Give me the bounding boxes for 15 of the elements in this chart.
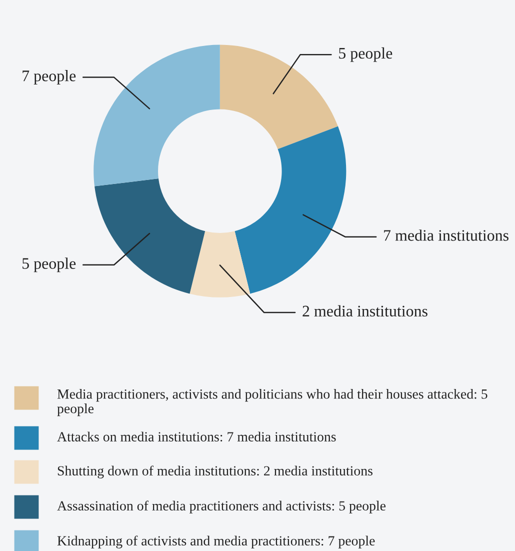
legend-label: Assassination of media practitioners and activists: 5 people (57, 500, 386, 514)
legend-label: Kidnapping of activists and media practitioners: 7 people (57, 536, 375, 548)
data-label: 7 people (22, 70, 76, 85)
legend-label: Attacks on media institutions: 7 media institutions (57, 432, 336, 442)
data-label: 7 media institutions (384, 230, 508, 241)
donut-slice (234, 126, 346, 294)
data-label: 5 people (22, 258, 76, 272)
donut-slice (94, 44, 220, 186)
legend-label: Shutting down of media institutions: 2 media institutions (58, 466, 372, 478)
donut-slice (220, 44, 338, 150)
data-label: 2 media institutions (302, 305, 428, 317)
data-label: 5 people (339, 47, 392, 62)
donut-slice (190, 231, 250, 298)
legend-label: Media practitioners, activists and politicians who had their houses attacked: 5 people (57, 389, 488, 416)
donut-slice (94, 178, 206, 294)
